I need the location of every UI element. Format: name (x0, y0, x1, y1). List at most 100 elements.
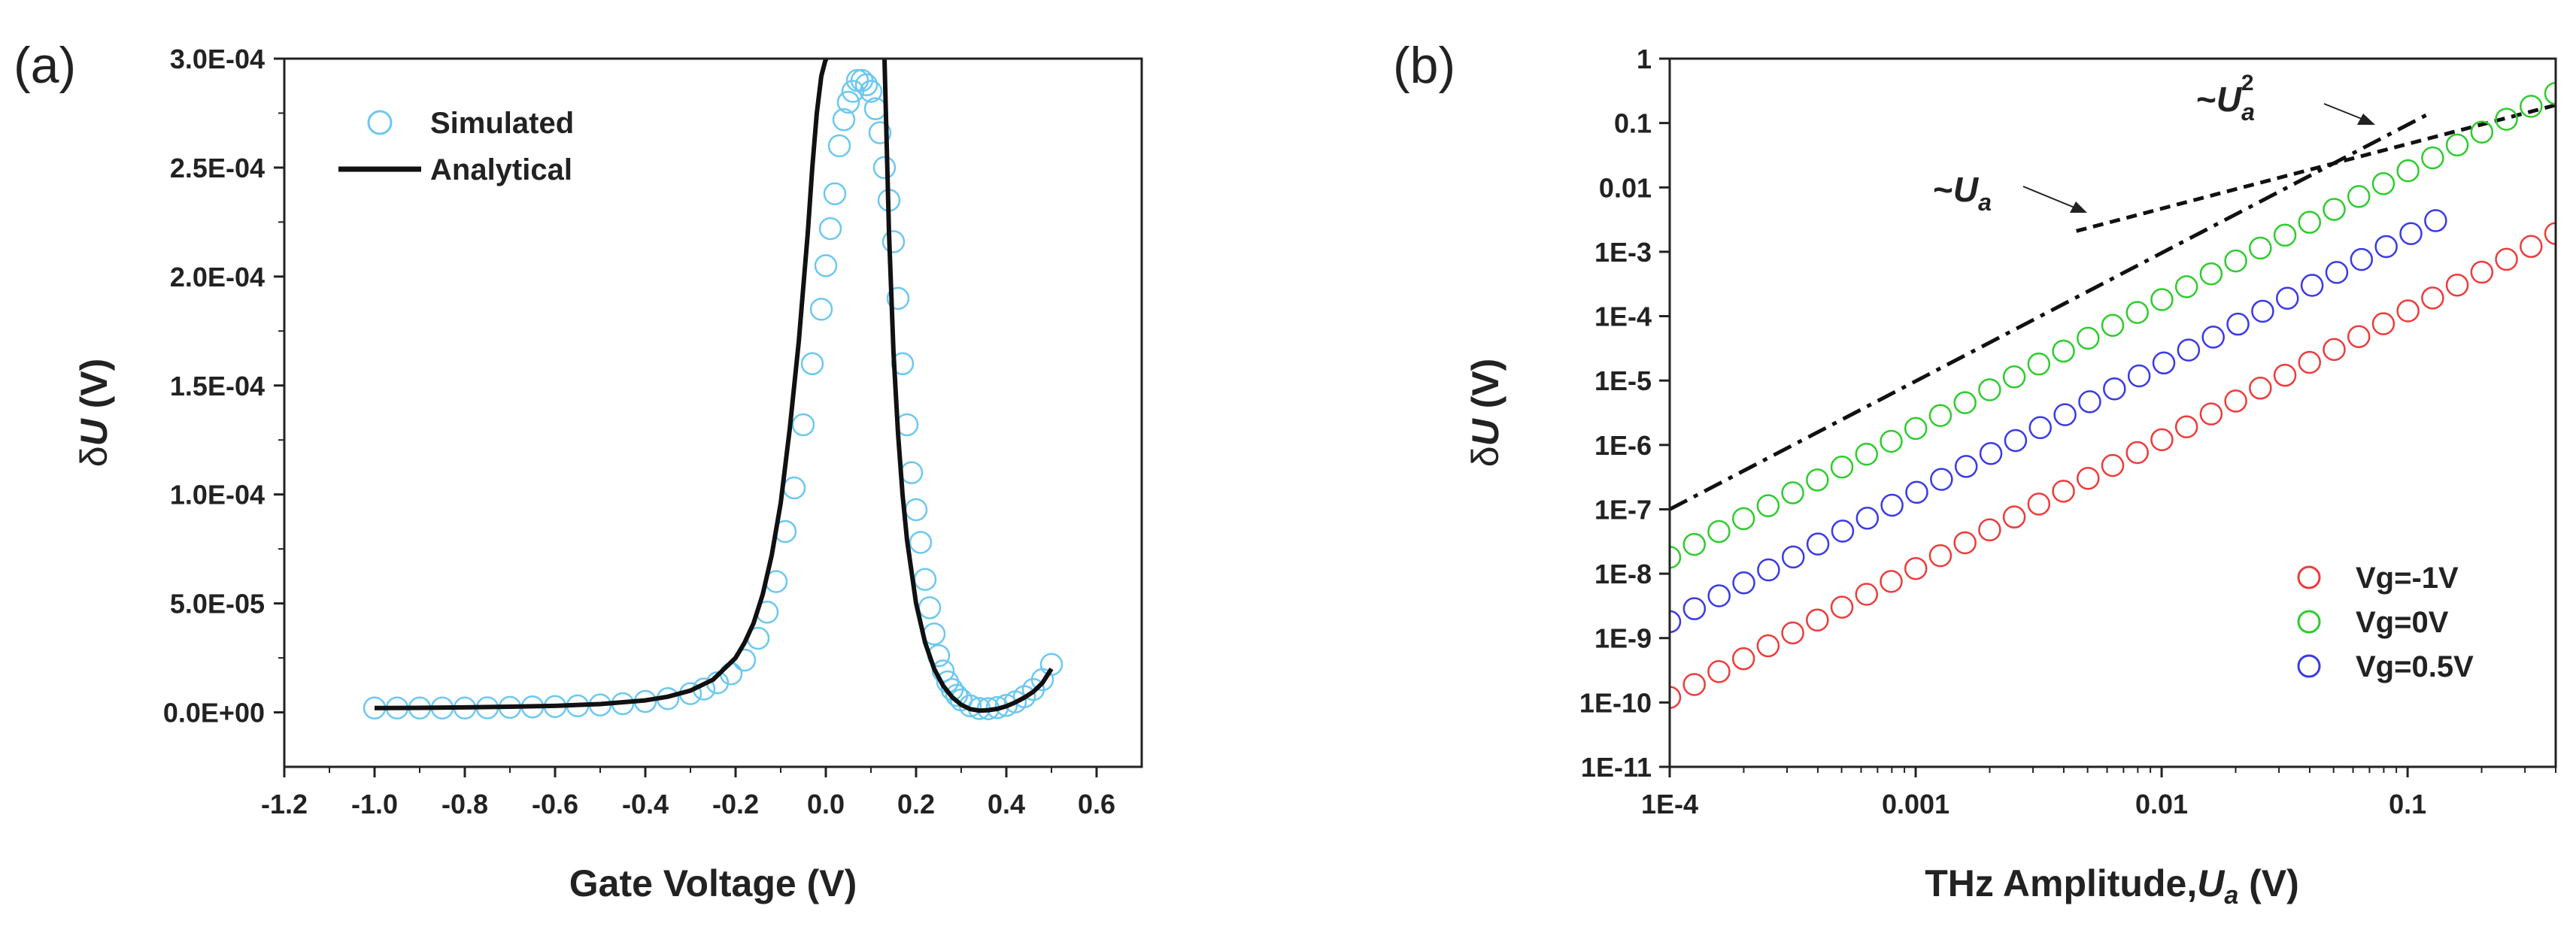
annotation-quadratic-text: ~Ua 2 (2196, 71, 2255, 126)
panel-a-x-tick-label: -0.8 (441, 789, 488, 819)
annotation-quadratic: ~Ua 2 (2196, 71, 2375, 126)
series-analytical-right (882, 59, 1054, 713)
data-point (2371, 172, 2395, 195)
data-point (1756, 494, 1780, 517)
panel-b-y-axis-label: δU (V) (1464, 359, 1506, 468)
simulated-point (836, 90, 860, 114)
data-point (1928, 544, 1952, 568)
panel-a-y-tick-label: 2.5E-04 (170, 153, 265, 183)
panel-a-label: (a) (14, 37, 76, 94)
reference-line-quadratic (1670, 113, 2429, 511)
data-point (2445, 133, 2469, 157)
simulated-point (854, 73, 878, 97)
data-point (1707, 520, 1731, 544)
data-point (2052, 480, 2075, 503)
data-point (2078, 390, 2101, 413)
data-point (1953, 391, 1977, 414)
legend-vg-minus1-label: Vg=-1V (2356, 562, 2459, 595)
data-point (2520, 235, 2543, 259)
panel-a-y-tick-label: 0.0E+00 (163, 698, 265, 729)
simulated-point (823, 182, 847, 205)
data-point (1928, 404, 1952, 427)
panel-a-x-tick-label: -0.2 (712, 789, 759, 819)
data-point (1732, 571, 1755, 595)
data-point (1904, 417, 1928, 441)
data-point (1880, 570, 1903, 593)
data-point (2323, 338, 2346, 362)
panel-b-y-tick-label: 1E-9 (1594, 623, 1652, 654)
panel-b-y-tick-label: 1E-3 (1594, 237, 1652, 268)
panel-a-y-tick-label: 1.0E-04 (170, 480, 265, 510)
panel-b-y-tick-label: 1E-5 (1594, 365, 1652, 396)
data-point (2470, 120, 2494, 144)
panel-b-x-tick-label: 0.01 (2135, 789, 2188, 819)
simulated-point (832, 108, 856, 132)
data-point (2249, 377, 2272, 400)
data-point (2544, 82, 2556, 105)
data-point (1757, 558, 1780, 582)
data-point (1880, 493, 1904, 517)
data-point (2150, 428, 2174, 452)
data-point (2470, 260, 2494, 284)
panel-a-y-tick-label: 1.5E-04 (170, 371, 265, 401)
data-point (1707, 584, 1731, 607)
panel-a-x-axis: -1.2 -1.0 -0.8 -0.6 -0.4 -0.2 0.0 0.2 0.4 0.6 (261, 767, 1115, 819)
panel-a-x-tick-label: 0.0 (807, 789, 845, 819)
panel-a-x-tick-label: -0.4 (622, 789, 669, 819)
panel-b-label: (b) (1393, 37, 1455, 94)
data-point (1979, 441, 2003, 465)
data-point (1978, 378, 2001, 401)
data-point (1905, 480, 1928, 504)
data-point (2127, 364, 2151, 388)
panel-a-chart: (a) -1.2 -1.0 -0.8 -0.6 -0.4 -0.2 0.0 0.2 0.4 0.6… (14, 37, 1143, 904)
panel-b-x-axis-label-sub: a (2224, 881, 2238, 910)
panel-a-y-tick-label: 5.0E-05 (170, 589, 265, 619)
panel-a-y-tick-label: 3.0E-04 (170, 44, 265, 74)
legend-vg-0.5-label: Vg=0.5V (2356, 650, 2474, 683)
panel-b-x-axis-label-var: U (2197, 862, 2226, 904)
series-analytical-left (374, 59, 828, 710)
data-point (2150, 288, 2174, 311)
data-point (1670, 545, 1682, 569)
annotation-linear-var: U (1953, 170, 1980, 209)
annotation-linear-text: ~Ua (1933, 170, 1992, 216)
data-point (2347, 325, 2371, 348)
data-point (2396, 299, 2420, 323)
panel-b-y-tick-label: 1E-11 (1581, 752, 1652, 783)
data-point (2052, 339, 2075, 363)
data-point (2325, 261, 2349, 284)
data-point (2249, 236, 2272, 260)
data-point (2199, 262, 2223, 286)
data-point (2103, 377, 2126, 401)
panel-a-x-tick-label: 0.2 (897, 789, 935, 819)
data-point (1682, 673, 1706, 696)
annotation-quadratic-sup: 2 (2241, 71, 2254, 95)
panel-b-y-axis-label-var: U (1464, 417, 1506, 446)
data-point (1806, 532, 1830, 556)
data-point (2374, 235, 2398, 259)
series-vg-0.5v (1670, 209, 2447, 634)
data-point (2174, 275, 2198, 298)
simulated-point (868, 121, 892, 144)
simulated-point (909, 531, 933, 554)
legend-vg-minus1-marker (2297, 565, 2321, 589)
data-point (2152, 351, 2176, 375)
data-point (2399, 222, 2423, 245)
data-point (2276, 286, 2299, 310)
panel-a-x-tick-label: -1.2 (261, 789, 308, 819)
legend-vg-0.5-marker (2297, 654, 2321, 678)
legend-analytical-label: Analytical (430, 153, 572, 186)
data-point (1855, 442, 1879, 466)
simulated-point (913, 568, 937, 591)
data-point (1707, 660, 1731, 683)
data-point (2004, 429, 2028, 453)
annotation-linear-sub: a (1978, 189, 1992, 216)
data-point (2125, 301, 2149, 324)
data-point (2323, 198, 2346, 221)
panel-b-plot-frame (1668, 57, 2557, 768)
data-point (2273, 223, 2297, 247)
panel-b-y-tick-label: 1 (1637, 44, 1652, 74)
annotation-linear-arrowhead (2070, 201, 2087, 213)
data-point (1830, 595, 1854, 619)
